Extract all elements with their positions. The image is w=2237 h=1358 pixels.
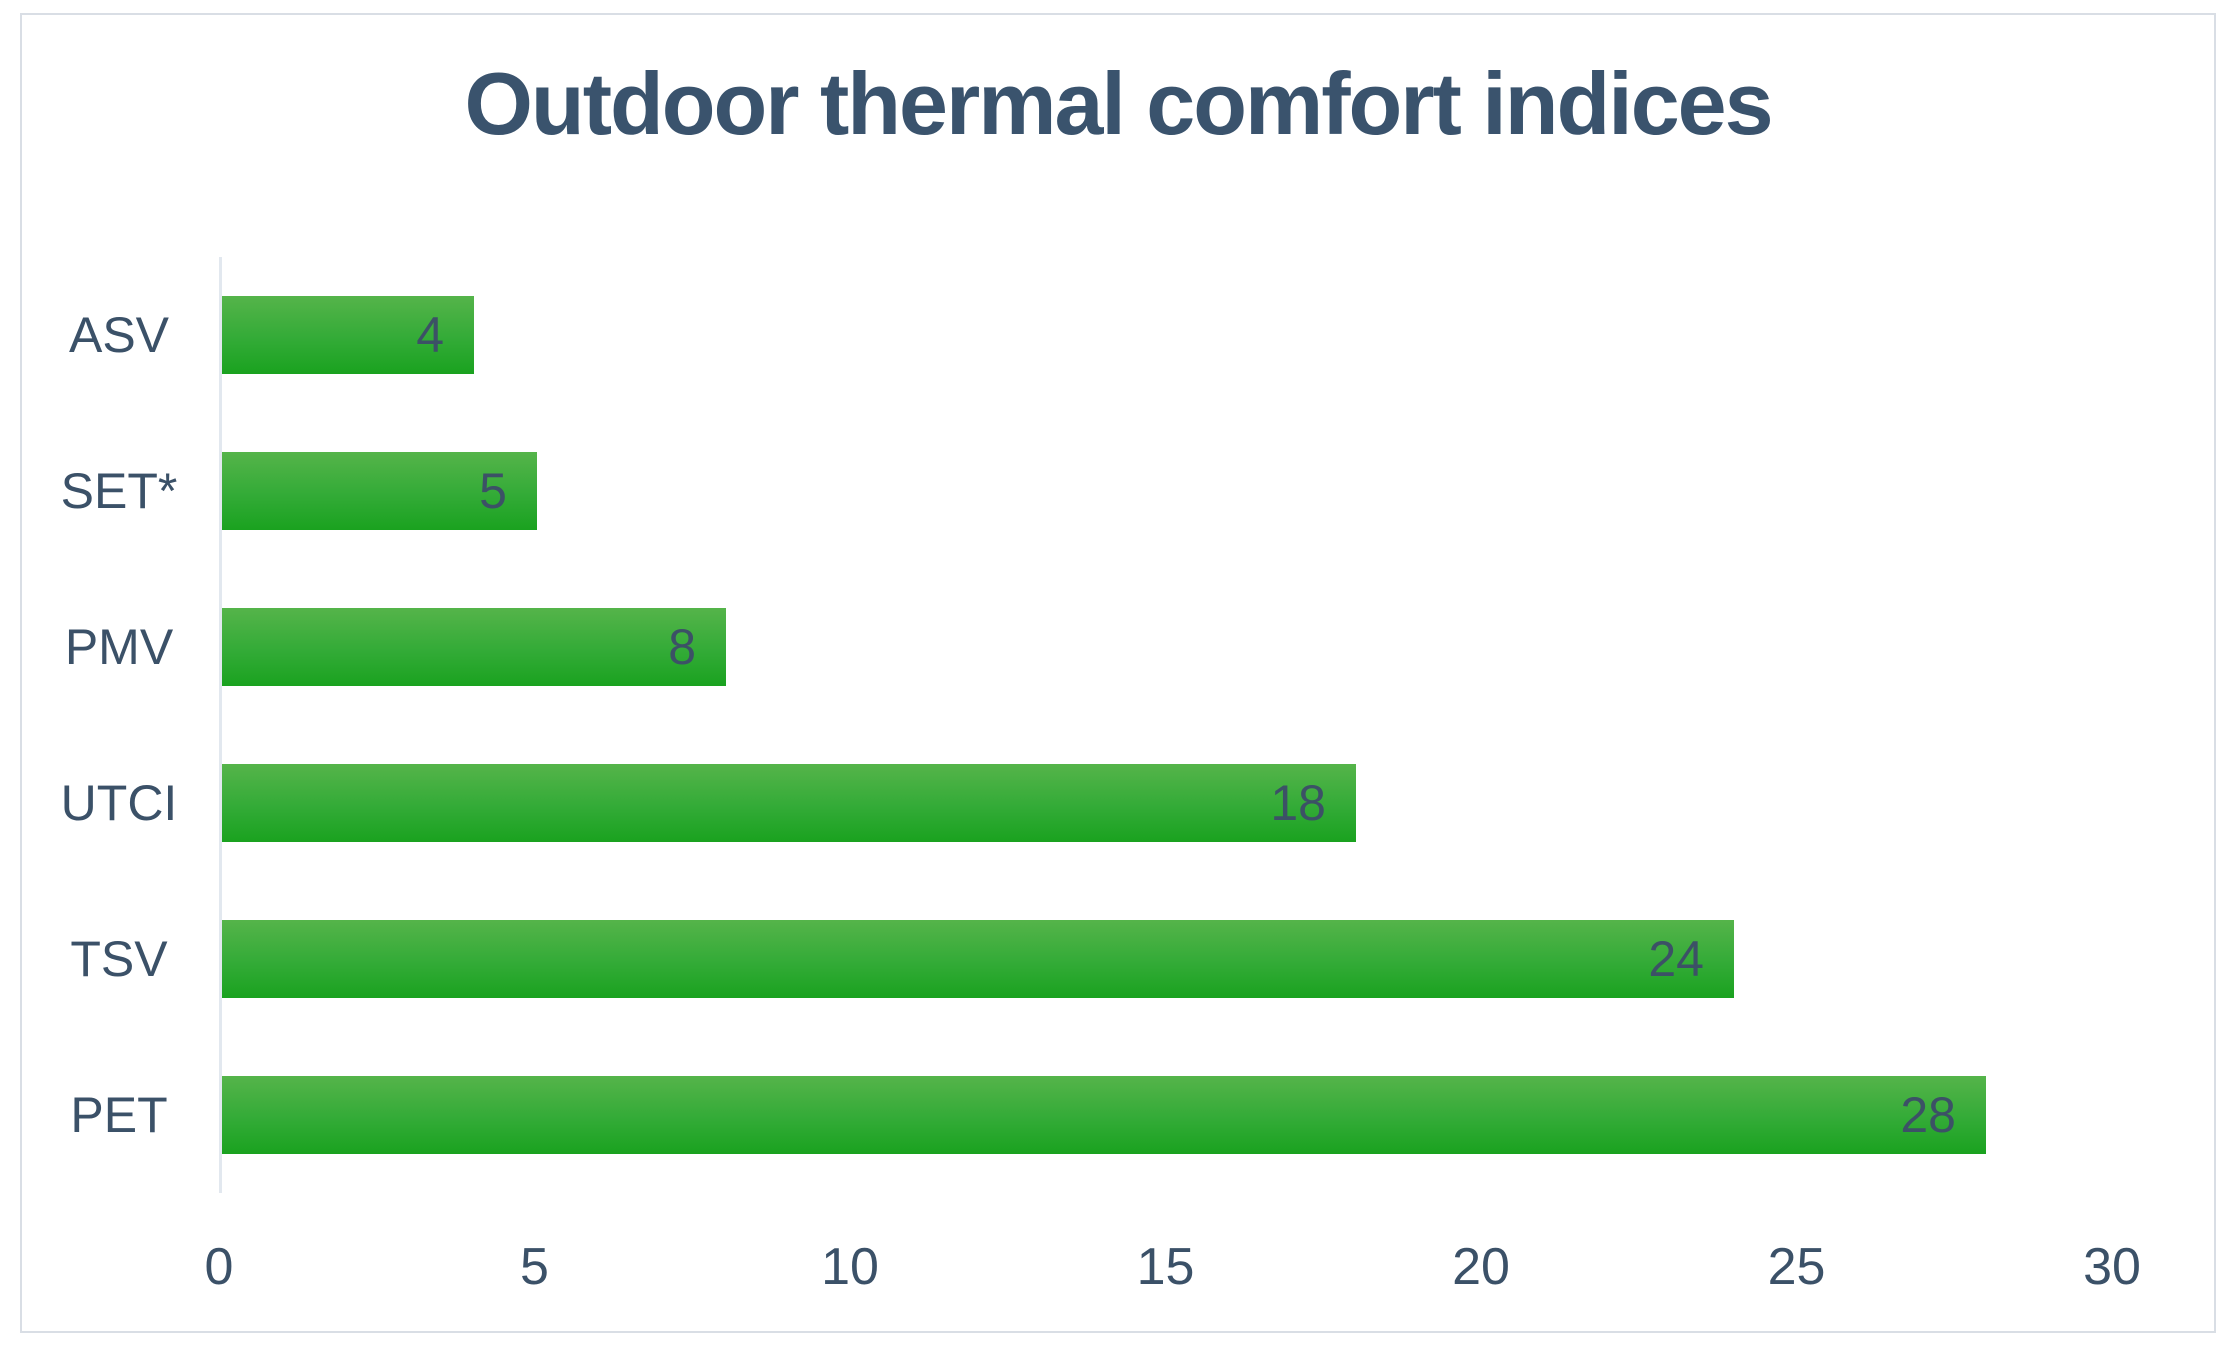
bar: 5	[222, 452, 537, 530]
x-axis-tick-label: 10	[821, 1238, 879, 1296]
bar-row: UTCI 18	[61, 725, 2112, 881]
bar: 28	[222, 1076, 1986, 1154]
category-label: TSV	[70, 931, 168, 987]
x-axis-tick-label: 5	[520, 1238, 549, 1296]
x-axis-tick-label: 0	[204, 1238, 234, 1296]
plot-area: ASV 4 SET* 5 PMV 8 UTCI 18 TSV 24 PET 28	[61, 257, 2112, 1193]
chart-title: Outdoor thermal comfort indices	[464, 54, 1773, 153]
category-label: UTCI	[60, 775, 178, 831]
bar-value-label: 5	[479, 463, 507, 519]
bar-row: PET 28	[70, 1037, 2112, 1193]
bar: 24	[222, 920, 1734, 998]
category-label: ASV	[68, 307, 170, 363]
chart-frame: Outdoor thermal comfort indices ASV 4 SET*…	[20, 13, 2216, 1333]
bar-value-label: 8	[668, 619, 696, 675]
x-axis-tick-label: 30	[2083, 1238, 2141, 1296]
bar: 4	[222, 296, 474, 374]
bar-value-label: 24	[1648, 931, 1704, 987]
x-axis: 0 5 10 15 20 25 30	[205, 1209, 2141, 1296]
bar-value-label: 28	[1900, 1087, 1956, 1143]
category-label: SET*	[60, 463, 178, 519]
bar-row: ASV 4	[69, 257, 2112, 413]
bar-row: SET* 5	[61, 413, 2112, 569]
x-axis-tick-label: 20	[1452, 1238, 1510, 1296]
bar-row: TSV 24	[70, 881, 2112, 1037]
bar-value-label: 4	[416, 307, 444, 363]
bar-value-label: 18	[1270, 775, 1326, 831]
x-axis-tick-label: 15	[1136, 1238, 1195, 1296]
category-label: PET	[70, 1087, 168, 1143]
bar: 8	[222, 608, 726, 686]
bar-row: PMV 8	[65, 569, 2112, 725]
x-axis-tick-label: 25	[1767, 1238, 1826, 1296]
bar: 18	[222, 764, 1356, 842]
category-label: PMV	[64, 619, 174, 675]
